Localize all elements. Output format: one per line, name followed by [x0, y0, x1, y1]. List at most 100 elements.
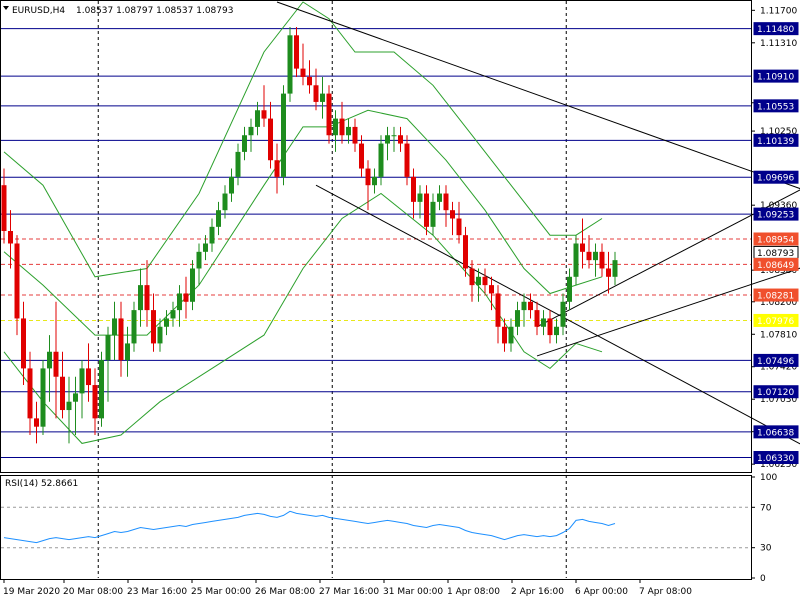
bear-candle: [118, 318, 124, 361]
bear-candle: [606, 268, 611, 277]
bull-candle: [567, 276, 572, 302]
bull-candle: [391, 135, 397, 137]
bear-candle: [261, 110, 267, 119]
level-label-box: [753, 313, 799, 327]
level-label-box: [753, 69, 799, 83]
bull-candle: [385, 135, 390, 144]
time-tick-label: 2 Apr 16:00: [511, 587, 564, 597]
bear-candle: [404, 143, 410, 177]
bear-candle: [463, 235, 468, 269]
bear-candle: [489, 285, 494, 294]
bull-candle: [437, 193, 442, 202]
level-label-box: [753, 257, 799, 271]
bear-candle: [86, 368, 91, 386]
bull-candle: [333, 118, 338, 136]
bull-candle: [242, 135, 247, 152]
bear-candle: [502, 326, 507, 344]
bull-candle: [131, 310, 137, 344]
bull-candle: [560, 301, 566, 327]
level-label-box: [753, 425, 799, 439]
level-label: 1.09696: [757, 174, 794, 184]
price-tick-label: 1.07420: [760, 363, 797, 373]
bear-candle: [359, 143, 364, 169]
bull-candle: [430, 201, 436, 227]
rsi-tick-label: 100: [760, 473, 777, 483]
symbol-dropdown-icon[interactable]: [3, 6, 9, 10]
bull-candle: [515, 310, 520, 327]
rsi-tick-label: 0: [760, 574, 766, 584]
bull-candle: [125, 343, 130, 361]
bull-candle: [177, 293, 182, 311]
time-tick-label: 25 Mar 00:00: [191, 587, 251, 597]
bull-candle: [157, 326, 163, 344]
bear-candle: [53, 351, 59, 377]
trend-line: [315, 184, 800, 445]
time-axis: 19 Mar 2020 20 Mar 08:00 23 Mar 16:00 25 Ma…: [3, 579, 692, 597]
level-label-box: [753, 288, 799, 302]
bear-candle: [300, 68, 306, 77]
bear-candle: [424, 193, 429, 227]
bear-candle: [268, 118, 273, 161]
level-label: 1.08793: [757, 249, 794, 259]
symbol-label: EURUSD,H4: [12, 6, 65, 16]
period-separators: [97, 1, 567, 578]
bear-candle: [1, 185, 7, 232]
bull-candle: [612, 260, 618, 277]
level-label: 1.06330: [757, 454, 794, 464]
bull-candle: [73, 393, 78, 402]
time-tick-label: 26 Mar 08:00: [255, 587, 315, 597]
bear-candle: [313, 85, 319, 102]
level-label: 1.08281: [757, 292, 794, 302]
price-tick-label: 1.07810: [760, 330, 797, 340]
bear-candle: [183, 293, 189, 302]
bull-candle: [417, 193, 423, 202]
level-label: 1.10139: [757, 137, 794, 147]
bear-candle: [411, 176, 416, 202]
time-tick-label: 23 Mar 16:00: [127, 587, 187, 597]
bull-candle: [66, 401, 72, 411]
time-tick-label: 6 Apr 00:00: [575, 587, 628, 597]
time-tick-label: 1 Apr 08:00: [447, 587, 500, 597]
time-tick-label: 7 Apr 08:00: [639, 587, 692, 597]
level-label: 1.06638: [757, 428, 794, 438]
bull-candle: [476, 276, 481, 286]
bear-candle: [339, 118, 345, 136]
price-tick-label: 1.06250: [760, 460, 797, 470]
bull-candle: [255, 110, 260, 127]
bull-candle: [554, 326, 559, 336]
bear-candle: [456, 218, 462, 236]
price-tick-label: 1.08580: [760, 266, 797, 276]
level-label: 1.08954: [757, 235, 794, 245]
bull-candle: [378, 143, 384, 177]
rsi-panel-frame: [0, 475, 752, 580]
bear-candle: [586, 251, 592, 261]
level-label: 1.10553: [757, 102, 794, 112]
level-label-box: [753, 353, 799, 367]
time-tick-label: 31 Mar 00:00: [383, 587, 443, 597]
trend-line: [536, 189, 800, 328]
price-tick-label: 1.11700: [760, 6, 797, 16]
level-label-box: [753, 232, 799, 246]
bull-candle: [40, 368, 46, 427]
bear-candle: [534, 310, 540, 327]
level-label-box: [753, 170, 799, 184]
bear-candle: [27, 368, 33, 419]
bear-candle: [307, 76, 312, 86]
bear-candle: [450, 210, 455, 219]
bull-candle: [573, 243, 579, 277]
bull-candle: [99, 360, 104, 419]
bull-candle: [287, 35, 293, 94]
bull-candle: [346, 126, 351, 136]
bear-candle: [92, 385, 98, 419]
level-label: 1.10910: [757, 73, 794, 83]
level-label-box: [753, 22, 799, 36]
bear-candle: [482, 276, 488, 286]
bull-candle: [79, 368, 85, 394]
price-tick-label: 1.10250: [760, 127, 797, 137]
time-tick-label: 27 Mar 16:00: [319, 587, 379, 597]
rsi-tick-label: 70: [760, 503, 772, 513]
bear-candle: [469, 268, 475, 286]
bull-candle: [164, 318, 169, 327]
